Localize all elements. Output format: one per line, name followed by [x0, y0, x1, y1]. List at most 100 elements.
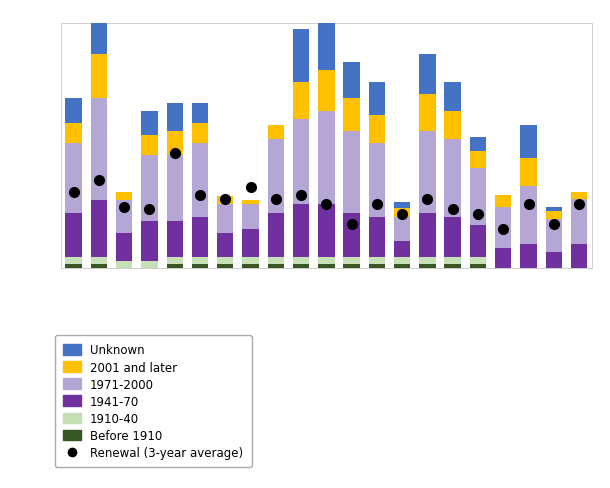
Bar	[445, 217, 461, 258]
Bar	[368, 258, 385, 264]
Bar	[192, 144, 208, 217]
Bar	[470, 138, 486, 152]
Bar	[419, 258, 436, 264]
Bar	[419, 213, 436, 258]
Bar	[470, 225, 486, 258]
Bar	[394, 242, 411, 258]
Bar	[343, 264, 360, 268]
Bar	[192, 123, 208, 144]
Bar	[368, 264, 385, 268]
Bar	[217, 197, 234, 205]
Bar	[217, 205, 234, 233]
Bar	[65, 99, 82, 123]
Bar	[318, 111, 334, 205]
Bar	[65, 144, 82, 213]
Bar	[167, 156, 183, 221]
Bar	[192, 264, 208, 268]
Bar	[318, 205, 334, 258]
Bar	[343, 132, 360, 213]
Bar	[242, 205, 259, 229]
Bar	[167, 103, 183, 132]
Bar	[571, 244, 587, 268]
Bar	[142, 136, 157, 156]
Bar	[217, 233, 234, 258]
Bar	[571, 193, 587, 199]
Bar	[394, 217, 411, 242]
Bar	[419, 55, 436, 95]
Bar	[167, 258, 183, 264]
Bar	[495, 248, 511, 268]
Bar	[217, 258, 234, 264]
Bar	[91, 201, 107, 258]
Bar	[242, 264, 259, 268]
Bar	[167, 264, 183, 268]
Bar	[470, 264, 486, 268]
Bar	[293, 120, 309, 205]
Bar	[167, 132, 183, 156]
Bar	[167, 221, 183, 258]
Bar	[520, 244, 537, 268]
Legend: Unknown, 2001 and later, 1971-2000, 1941-70, 1910-40, Before 1910, Renewal (3-ye: Unknown, 2001 and later, 1971-2000, 1941…	[55, 335, 251, 468]
Bar	[545, 252, 562, 268]
Bar	[368, 83, 385, 116]
Bar	[394, 209, 411, 217]
Bar	[394, 258, 411, 264]
Bar	[91, 0, 107, 55]
Bar	[242, 201, 259, 205]
Bar	[65, 258, 82, 264]
Bar	[495, 195, 511, 207]
Bar	[293, 264, 309, 268]
Bar	[445, 140, 461, 217]
Bar	[242, 258, 259, 264]
Bar	[268, 125, 284, 140]
Bar	[394, 203, 411, 209]
Bar	[470, 258, 486, 264]
Bar	[318, 71, 334, 111]
Bar	[394, 264, 411, 268]
Bar	[445, 83, 461, 111]
Bar	[520, 126, 537, 159]
Bar	[318, 258, 334, 264]
Bar	[293, 30, 309, 83]
Bar	[268, 264, 284, 268]
Bar	[91, 99, 107, 201]
Bar	[293, 205, 309, 258]
Bar	[343, 99, 360, 132]
Bar	[343, 213, 360, 258]
Bar	[445, 258, 461, 264]
Bar	[368, 144, 385, 217]
Bar	[470, 152, 486, 168]
Bar	[65, 213, 82, 258]
Bar	[91, 264, 107, 268]
Bar	[419, 264, 436, 268]
Bar	[318, 22, 334, 71]
Bar	[192, 217, 208, 258]
Bar	[445, 264, 461, 268]
Bar	[293, 258, 309, 264]
Bar	[192, 258, 208, 264]
Bar	[545, 220, 562, 252]
Bar	[343, 258, 360, 264]
Bar	[116, 201, 132, 233]
Bar	[318, 264, 334, 268]
Bar	[91, 258, 107, 264]
Bar	[65, 264, 82, 268]
Bar	[116, 233, 132, 262]
Bar	[368, 217, 385, 258]
Bar	[368, 116, 385, 144]
Bar	[142, 111, 157, 136]
Bar	[268, 140, 284, 213]
Bar	[142, 156, 157, 221]
Bar	[192, 103, 208, 123]
Bar	[65, 123, 82, 144]
Bar	[116, 193, 132, 201]
Bar	[571, 199, 587, 244]
Bar	[217, 264, 234, 268]
Bar	[495, 207, 511, 248]
Bar	[419, 132, 436, 213]
Bar	[470, 168, 486, 225]
Bar	[91, 55, 107, 99]
Bar	[520, 159, 537, 187]
Bar	[268, 258, 284, 264]
Bar	[419, 95, 436, 132]
